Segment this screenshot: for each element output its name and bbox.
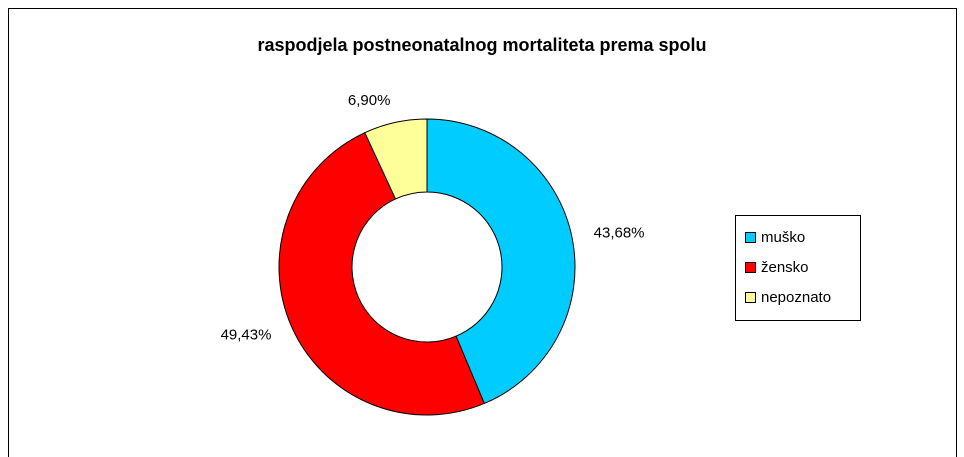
legend-box — [735, 215, 861, 321]
chart-title: raspodjela postneonatalnog mortaliteta p… — [257, 35, 706, 55]
data-label: 43,68% — [594, 224, 645, 241]
legend-swatch — [745, 262, 756, 273]
legend-swatch — [745, 292, 756, 303]
donut-slice — [278, 132, 485, 416]
donut-slice — [364, 118, 428, 200]
donut-slice — [426, 118, 576, 405]
legend-swatch — [745, 232, 756, 243]
data-label: 49,43% — [221, 327, 272, 344]
data-label: 6,90% — [348, 92, 391, 109]
legend-label: žensko — [761, 259, 809, 276]
legend-label: muško — [761, 229, 805, 246]
legend-label: nepoznato — [761, 289, 831, 306]
